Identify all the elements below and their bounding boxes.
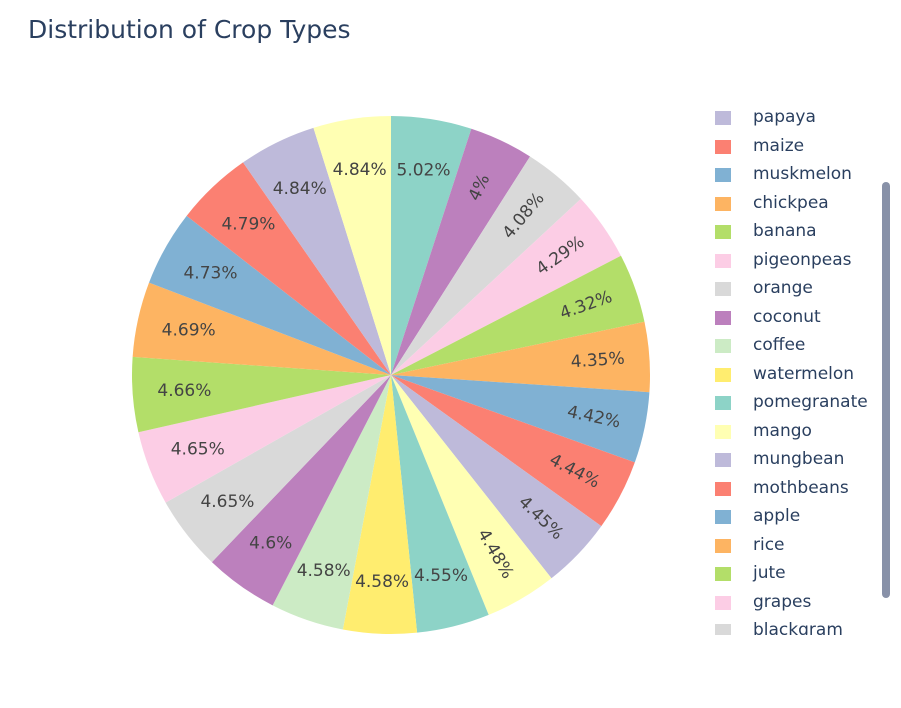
legend-swatch	[715, 111, 731, 125]
legend-scrollbar[interactable]	[882, 182, 890, 598]
slice-label: 4.58%	[297, 561, 351, 581]
legend-label: watermelon	[753, 363, 855, 384]
pie-slice-pomegranate[interactable]	[391, 116, 472, 375]
legend-label: mungbean	[753, 449, 845, 469]
legend-label: apple	[753, 506, 801, 526]
legend-item-banana[interactable]: banana	[705, 218, 885, 246]
legend-label: banana	[753, 221, 817, 241]
slice-label: 4.58%	[355, 572, 409, 592]
legend-label: pomegranate	[753, 392, 868, 412]
legend-label: chickpea	[753, 192, 829, 213]
legend-item-mungbean[interactable]: mungbean	[705, 446, 885, 474]
legend-swatch	[715, 196, 731, 211]
legend-label: muskmelon	[753, 164, 852, 184]
legend-swatch	[715, 510, 731, 524]
legend-label: rice	[753, 534, 785, 555]
slice-label: 4.84%	[333, 160, 387, 180]
legend-item-maize[interactable]: maize	[705, 133, 885, 161]
pie-slice-watermelon[interactable]	[342, 375, 418, 634]
legend-item-mango[interactable]: mango	[705, 418, 885, 446]
legend-label: jute	[753, 563, 786, 583]
legend-swatch	[715, 624, 731, 635]
pie-slice-jute[interactable]	[131, 356, 391, 433]
legend-label: blackgram	[753, 620, 843, 635]
pie-slice-chickpea[interactable]	[391, 321, 651, 393]
slice-label: 4.73%	[183, 263, 237, 283]
legend-item-jute[interactable]: jute	[705, 560, 885, 588]
slice-label: 4.79%	[221, 215, 275, 235]
legend-swatch	[715, 481, 731, 496]
legend-swatch	[715, 453, 731, 467]
pie-slice-rice[interactable]	[132, 282, 391, 375]
pie-slice-mango[interactable]	[391, 375, 552, 615]
legend-item-pigeonpeas[interactable]: pigeonpeas	[705, 247, 885, 275]
slice-label: 4.84%	[273, 179, 327, 199]
pie-slice-grapes[interactable]	[138, 375, 391, 503]
pie-slice-coconut[interactable]	[211, 375, 391, 606]
legend-item-apple[interactable]: apple	[705, 503, 885, 531]
pie-slice-coffee[interactable]	[272, 375, 391, 630]
legend-label: grapes	[753, 591, 812, 612]
legend-label: mango	[753, 420, 812, 441]
pie-slice-maize[interactable]	[391, 375, 635, 527]
legend-swatch	[715, 396, 731, 410]
pie-slice-coconut[interactable]	[391, 128, 531, 375]
slice-label: 4.65%	[171, 440, 225, 460]
pie-slice-pomegranate[interactable]	[391, 375, 489, 633]
pie-slice-apple[interactable]	[149, 215, 391, 375]
legend-label: maize	[753, 135, 805, 156]
legend-swatch	[715, 253, 731, 268]
slice-label: 4.66%	[157, 381, 211, 401]
chart-title: Distribution of Crop Types	[28, 15, 351, 44]
slice-label: 4.35%	[570, 349, 625, 373]
legend-label: orange	[753, 278, 813, 298]
legend-label: pigeonpeas	[753, 249, 852, 270]
legend-swatch	[715, 538, 731, 553]
legend-swatch	[715, 168, 731, 182]
legend-swatch	[715, 424, 731, 439]
legend-swatch	[715, 339, 731, 353]
legend-label: mothbeans	[753, 477, 849, 498]
slice-label: 4.65%	[200, 492, 254, 512]
pie-slice-mungbean[interactable]	[243, 127, 391, 375]
legend-item-chickpea[interactable]: chickpea	[705, 190, 885, 218]
legend-item-grapes[interactable]: grapes	[705, 589, 885, 617]
legend-label: coffee	[753, 335, 806, 355]
legend-item-pomegranate[interactable]: pomegranate	[705, 389, 885, 417]
legend-swatch	[715, 225, 731, 239]
legend-swatch	[715, 595, 731, 610]
slice-label: 4.6%	[249, 534, 292, 554]
pie-slice-blackgram[interactable]	[165, 375, 391, 563]
legend-item-muskmelon[interactable]: muskmelon	[705, 161, 885, 189]
legend-swatch	[715, 282, 731, 296]
legend-swatch	[715, 567, 731, 581]
pie-slice-orange[interactable]	[391, 156, 581, 375]
pie-slice-pigeonpeas[interactable]	[391, 198, 621, 375]
legend-label: coconut	[753, 306, 821, 327]
slice-label: 4.55%	[414, 566, 468, 586]
slice-label: 4.69%	[162, 320, 216, 340]
pie-slice-mothbeans[interactable]	[186, 162, 391, 375]
legend-item-coffee[interactable]: coffee	[705, 332, 885, 360]
legend-item-coconut[interactable]: coconut	[705, 304, 885, 332]
slice-label: 5.02%	[397, 160, 451, 180]
pie-slice-papaya[interactable]	[391, 375, 602, 579]
pie-slice-banana[interactable]	[391, 255, 645, 375]
legend-item-papaya[interactable]: papaya	[705, 108, 885, 132]
legend-swatch	[715, 310, 731, 325]
legend-label: papaya	[753, 108, 816, 127]
legend-item-rice[interactable]: rice	[705, 532, 885, 560]
legend-swatch	[715, 139, 731, 154]
legend[interactable]: papaya maize muskmelon chickpea banana pigeon…	[705, 108, 895, 635]
legend-swatch	[715, 367, 731, 382]
pie-slice-muskmelon[interactable]	[391, 375, 650, 463]
legend-item-watermelon[interactable]: watermelon	[705, 361, 885, 389]
legend-item-mothbeans[interactable]: mothbeans	[705, 475, 885, 503]
legend-item-orange[interactable]: orange	[705, 275, 885, 303]
pie-slice-mango[interactable]	[313, 116, 391, 375]
legend-item-blackgram[interactable]: blackgram	[705, 617, 885, 635]
